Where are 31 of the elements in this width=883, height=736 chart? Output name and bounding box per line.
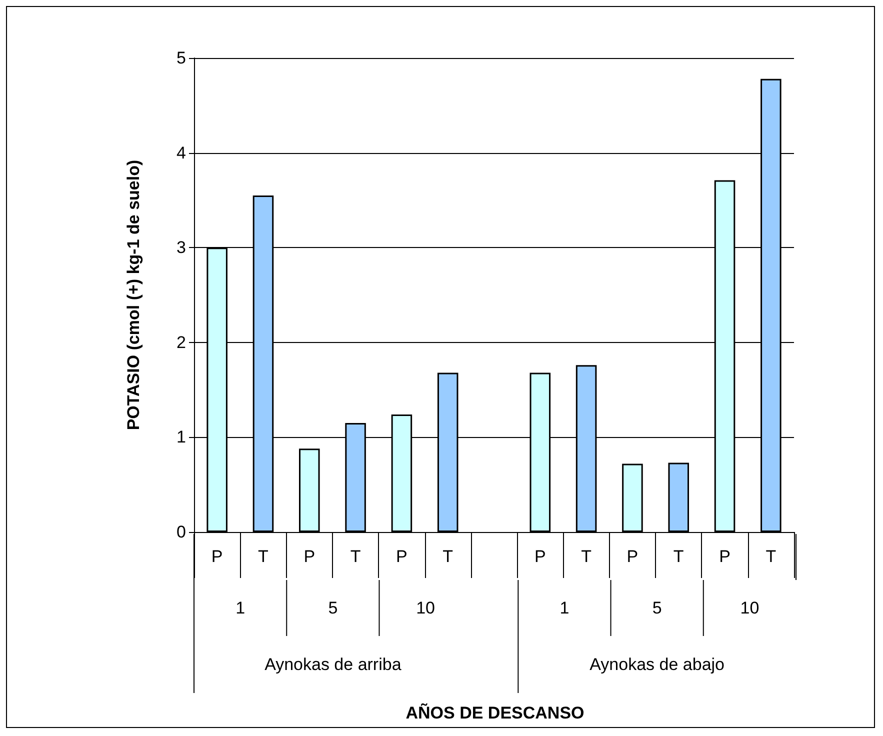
text: 5 [652,598,662,618]
text: 1 [236,598,246,618]
text: AÑOS DE DESCANSO [406,702,584,722]
x-tick-label: T [766,547,776,566]
x-tick-label: P [534,547,546,566]
y-axis-title: POTASIO (cmol (+) kg-1 de suelo) [124,160,143,430]
text: 1 [560,598,570,618]
text: 10 [416,598,435,618]
y-tick-label: 1 [176,428,186,447]
x-tick-label: T [581,547,592,566]
bar [668,462,689,532]
text: Aynokas de arriba [264,655,402,674]
x-tick-label: P [719,547,730,566]
bar [299,448,320,532]
y-tick-label: 3 [176,238,186,258]
x-tick-label: T [673,547,684,566]
x-tick-label: T [350,547,361,566]
bar [622,464,643,532]
y-tick-label: 0 [176,522,186,542]
x-tick-label: T [258,547,268,566]
y-tick-label: 2 [176,332,186,352]
x-tick-label: P [396,547,408,566]
x-tick-label: P [626,547,638,566]
text: 10 [740,598,760,618]
x-tick-label: P [211,547,223,566]
x-tick-label: T [442,547,454,566]
text: Aynokas de abajo [590,655,725,674]
y-tick-label: 5 [176,48,186,68]
text: 5 [328,598,338,618]
x-tick-label: P [304,547,316,566]
y-tick-label: 4 [176,143,186,162]
